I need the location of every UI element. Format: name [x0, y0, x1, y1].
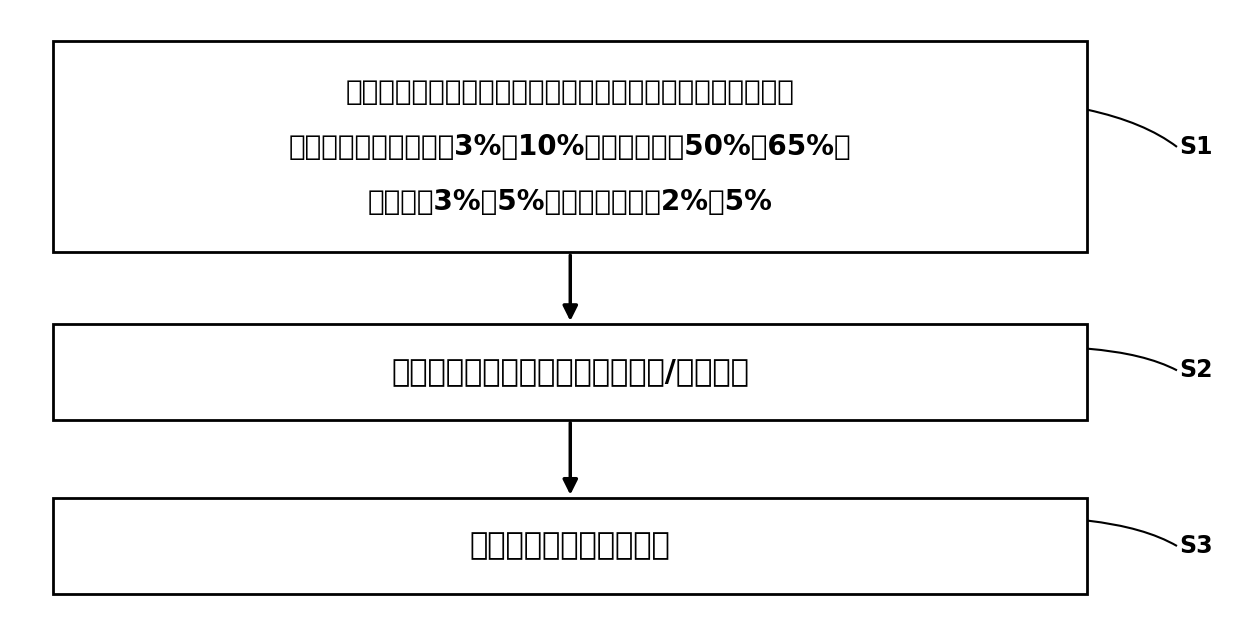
Text: 制备均匀混合的涂料，所述涂料以包含如下质量百分比的组分: 制备均匀混合的涂料，所述涂料以包含如下质量百分比的组分: [346, 78, 794, 106]
Text: 将所述涂料涂覆在内胆体的内壁和/或外壁上: 将所述涂料涂覆在内胆体的内壁和/或外壁上: [392, 357, 750, 386]
Text: S3: S3: [1180, 534, 1213, 558]
FancyBboxPatch shape: [53, 498, 1087, 594]
Text: 进行干燥固化处理，结束: 进行干燥固化处理，结束: [470, 532, 670, 560]
Text: 导热粉体3%～5%、氟化乙烯树萂2%～5%: 导热粉体3%～5%、氟化乙烯树萂2%～5%: [368, 187, 773, 216]
Text: S1: S1: [1180, 135, 1213, 159]
FancyBboxPatch shape: [53, 42, 1087, 252]
FancyBboxPatch shape: [53, 324, 1087, 420]
Text: 进行配置：石墨烯粉体3%～10%、聚四氟乙煣50%～65%、: 进行配置：石墨烯粉体3%～10%、聚四氟乙煣50%～65%、: [289, 133, 851, 161]
Text: S2: S2: [1180, 359, 1213, 382]
